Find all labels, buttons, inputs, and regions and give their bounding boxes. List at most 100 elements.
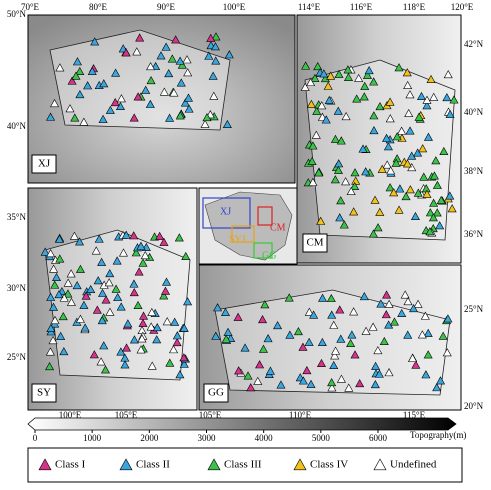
station-marker (329, 360, 339, 370)
station-marker (402, 159, 412, 168)
panel-label: SY (37, 387, 51, 399)
station-marker (116, 94, 126, 103)
station-marker (96, 357, 106, 366)
station-marker (376, 299, 386, 308)
station-marker (258, 344, 268, 353)
station-marker (134, 267, 144, 276)
coordinate-label: 110°E (289, 410, 312, 420)
station-marker (391, 158, 401, 167)
station-marker (304, 307, 314, 316)
station-marker (317, 101, 327, 110)
coordinate-label: 42°N (464, 39, 484, 49)
station-marker (101, 295, 111, 304)
station-marker (435, 221, 445, 230)
station-marker (81, 291, 91, 300)
station-marker (49, 264, 59, 273)
station-marker (385, 183, 395, 192)
station-marker (161, 286, 171, 295)
station-marker (176, 78, 186, 87)
station-marker (343, 65, 353, 74)
station-marker (129, 231, 139, 240)
station-marker (118, 248, 128, 257)
coordinate-label: 118°E (403, 2, 426, 12)
station-marker (100, 365, 110, 374)
station-marker (207, 458, 221, 471)
station-marker (174, 233, 184, 242)
station-marker (285, 330, 295, 339)
station-marker (335, 213, 345, 222)
station-marker (202, 113, 212, 122)
station-marker (170, 317, 180, 326)
coordinate-label: 36°N (464, 229, 484, 239)
station-marker (436, 195, 446, 204)
station-marker (66, 269, 76, 278)
station-marker (359, 92, 369, 101)
station-marker (50, 280, 60, 289)
station-marker (224, 50, 234, 59)
station-marker (293, 326, 303, 336)
station-marker (72, 280, 82, 290)
station-marker (169, 345, 179, 354)
station-marker (428, 213, 438, 222)
station-marker (306, 379, 316, 388)
station-marker (373, 223, 383, 232)
station-marker (98, 114, 108, 123)
station-marker (104, 278, 114, 287)
station-marker (258, 314, 268, 324)
station-marker (341, 177, 351, 186)
station-marker (429, 92, 439, 101)
station-marker (364, 66, 374, 75)
station-marker (45, 347, 55, 356)
station-marker (111, 284, 121, 293)
station-marker (152, 322, 162, 332)
station-marker (418, 144, 428, 153)
station-marker (422, 189, 432, 198)
station-marker (58, 312, 68, 321)
station-marker (317, 337, 327, 346)
station-marker (38, 458, 52, 471)
station-marker (46, 292, 56, 301)
station-marker (86, 284, 96, 293)
panel-label-box (203, 383, 229, 403)
coordinate-label: 38°N (464, 166, 484, 176)
station-marker (284, 293, 294, 302)
station-marker (336, 196, 346, 205)
station-marker (339, 220, 349, 229)
station-marker (324, 95, 334, 104)
station-marker (336, 136, 346, 145)
station-marker (298, 342, 308, 351)
station-marker (383, 142, 393, 151)
station-marker (89, 350, 99, 359)
station-marker (129, 335, 139, 344)
station-marker (326, 293, 336, 303)
station-marker (156, 51, 166, 60)
station-marker (379, 336, 389, 346)
station-marker (180, 98, 190, 107)
station-marker (83, 81, 93, 90)
station-marker (66, 297, 76, 306)
station-marker (209, 91, 219, 100)
panel-label: XJ (38, 158, 51, 170)
station-marker (121, 48, 131, 57)
station-marker (155, 231, 165, 240)
station-marker (145, 99, 155, 108)
coordinate-label: 114°E (298, 2, 321, 12)
station-marker (330, 134, 340, 143)
station-marker (97, 257, 107, 266)
station-marker (175, 56, 185, 65)
station-marker (423, 350, 433, 359)
station-marker (306, 77, 316, 87)
station-marker (46, 112, 56, 121)
station-marker (265, 366, 275, 375)
station-marker (373, 458, 387, 471)
coordinate-label: 50°N (7, 9, 27, 19)
station-marker (71, 71, 81, 80)
station-marker (394, 63, 404, 72)
station-marker (382, 133, 392, 142)
station-marker (336, 374, 346, 383)
station-marker (161, 277, 172, 286)
station-marker (425, 227, 435, 236)
station-marker (63, 289, 73, 298)
station-marker (369, 126, 379, 135)
